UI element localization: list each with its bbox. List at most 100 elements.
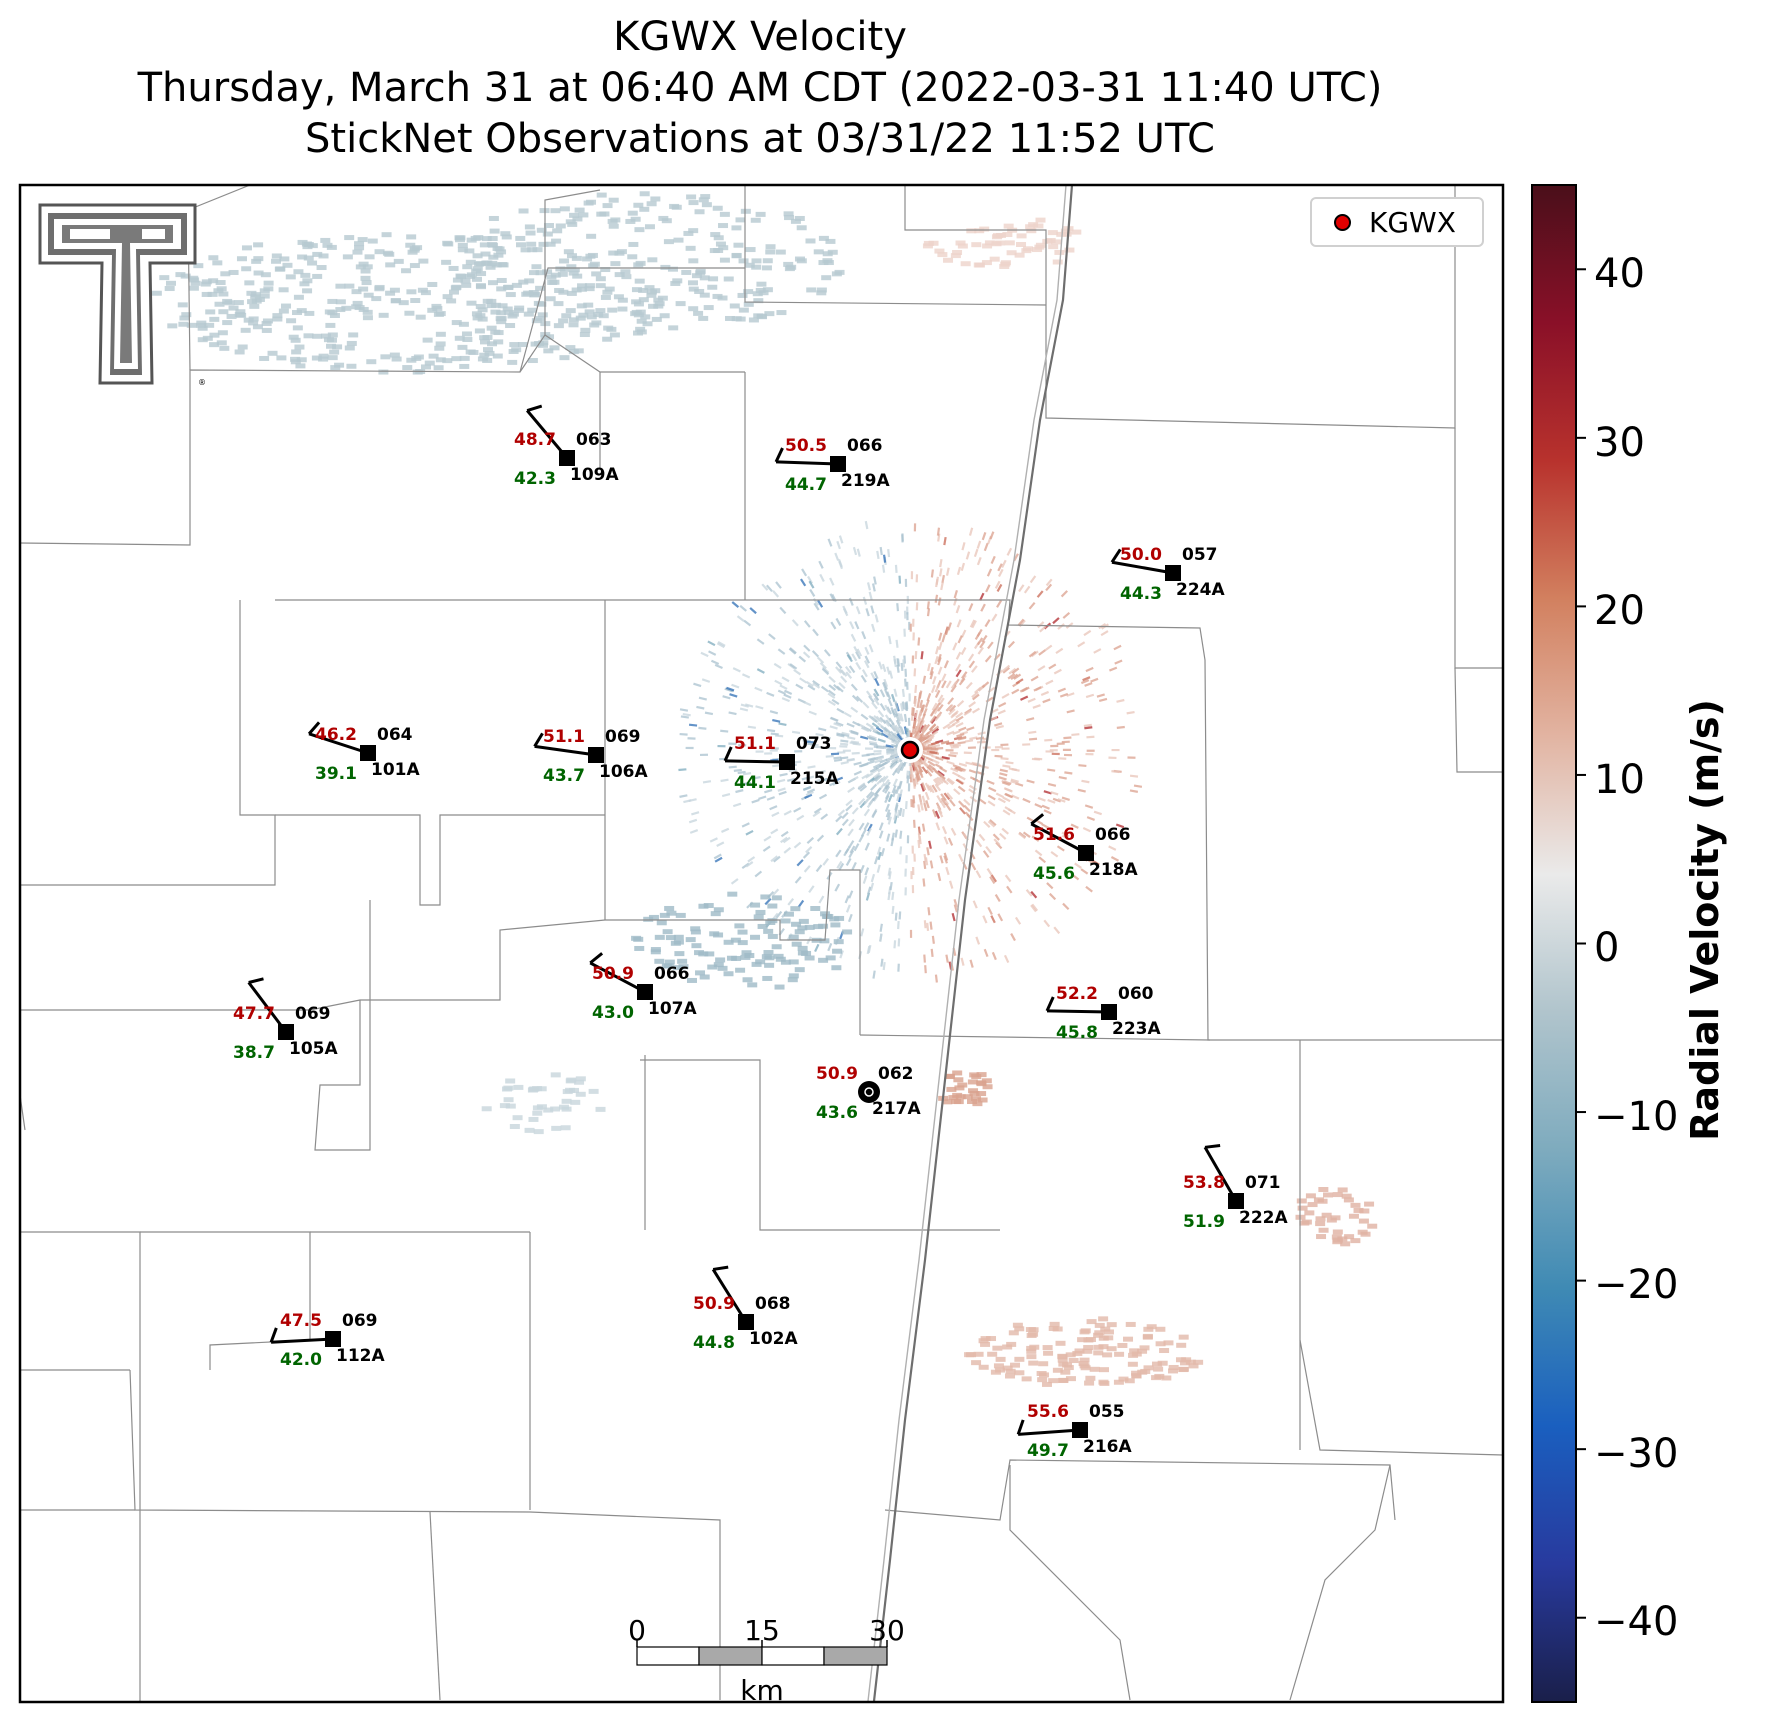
station-id: 216A — [1083, 1437, 1132, 1457]
station-pressure: 066 — [847, 436, 883, 456]
station-temperature: 51.1 — [734, 734, 776, 754]
scale-bar — [636, 1640, 888, 1666]
station-temperature: 50.0 — [1120, 545, 1162, 565]
wind-barb-flag — [269, 1327, 278, 1343]
radar-site-legend-icon — [1334, 213, 1351, 231]
station-pressure: 064 — [377, 725, 413, 745]
station-pressure: 063 — [576, 430, 612, 450]
state-boundary — [867, 185, 1074, 1702]
station-temperature: 47.5 — [280, 1311, 322, 1331]
station-dewpoint: 43.7 — [543, 766, 585, 786]
scale-unit: km — [740, 1674, 784, 1707]
station-temperature: 50.9 — [693, 1294, 735, 1314]
station-temperature: 50.9 — [816, 1064, 858, 1084]
station-pressure: 071 — [1245, 1173, 1281, 1193]
station-plot-224A: 50.0 057 44.3 224A — [1110, 545, 1225, 604]
station-temperature: 50.9 — [592, 964, 634, 984]
station-temperature: 51.6 — [1033, 825, 1075, 845]
station-dewpoint: 49.7 — [1027, 1441, 1069, 1461]
station-plot-215A: 51.1 073 44.1 215A — [723, 734, 839, 793]
wind-barb-shaft — [1111, 560, 1174, 575]
legend-label: KGWX — [1369, 205, 1456, 239]
wind-barb-shaft — [1203, 1146, 1238, 1202]
station-plot-217A: 50.9 062 43.6 217A — [816, 1064, 921, 1123]
colorbar-ticks — [1576, 268, 1586, 1619]
station-marker — [738, 1314, 754, 1330]
station-pressure: 068 — [755, 1294, 791, 1314]
station-id: 107A — [648, 999, 697, 1019]
colorbar-tick: −40 — [1594, 1599, 1679, 1645]
wind-barb-shaft — [308, 732, 369, 755]
station-pressure: 060 — [1118, 984, 1154, 1004]
colorbar-tick: 30 — [1594, 420, 1645, 466]
station-dewpoint: 43.6 — [816, 1103, 858, 1123]
station-id: 223A — [1112, 1019, 1161, 1039]
texas-tech-logo: ® — [38, 203, 206, 387]
title-radar: KGWX Velocity — [613, 14, 907, 60]
station-marker — [1072, 1422, 1088, 1438]
wind-barb-shaft — [1030, 822, 1087, 855]
wind-barb-shaft — [711, 1268, 748, 1323]
wind-barb-flag — [1045, 996, 1055, 1012]
colorbar-tick: −10 — [1594, 1094, 1679, 1140]
station-temperature: 55.6 — [1027, 1402, 1069, 1422]
station-plot-223A: 52.2 060 45.8 223A — [1045, 984, 1161, 1043]
wind-barb-shaft — [589, 961, 646, 994]
station-marker — [779, 754, 795, 770]
wind-barb-flag — [307, 721, 321, 735]
station-marker — [1101, 1004, 1117, 1020]
wind-barb-flag — [774, 447, 784, 463]
station-dewpoint: 38.7 — [233, 1043, 275, 1063]
station-plot-106A: 51.1 069 43.7 106A — [533, 727, 648, 786]
station-plot-105A: 47.7 069 38.7 105A — [233, 977, 338, 1063]
station-dewpoint: 42.3 — [514, 469, 556, 489]
station-temperature: 52.2 — [1056, 984, 1098, 1004]
station-marker — [1165, 565, 1181, 581]
station-pressure: 062 — [878, 1064, 914, 1084]
wind-barb-flag — [248, 977, 264, 984]
title-time: Thursday, March 31 at 06:40 AM CDT (2022… — [137, 65, 1383, 111]
station-dewpoint: 45.8 — [1056, 1023, 1098, 1043]
station-temperature: 48.7 — [514, 430, 556, 450]
wind-barb-shaft — [724, 759, 788, 764]
station-pressure: 069 — [295, 1004, 331, 1024]
wind-barb-shaft — [1046, 1009, 1110, 1014]
station-id: 106A — [599, 762, 648, 782]
colorbar-tick: −20 — [1594, 1262, 1679, 1308]
stations-layer: 48.7 063 42.3 109A 50.5 066 44.7 219A 50.0 057 44.… — [233, 404, 1288, 1461]
station-plot-112A: 47.5 069 42.0 112A — [269, 1311, 385, 1370]
station-id: 217A — [872, 1099, 921, 1119]
station-dewpoint: 43.0 — [592, 1003, 634, 1023]
station-pressure: 057 — [1182, 545, 1218, 565]
colorbar-tick: −30 — [1594, 1431, 1679, 1477]
station-marker — [637, 984, 653, 1000]
wind-barb-flag — [589, 952, 604, 965]
wind-barb-shaft — [271, 1337, 334, 1344]
station-plot-216A: 55.6 055 49.7 216A — [1016, 1402, 1132, 1461]
station-plot-102A: 50.9 068 44.8 102A — [693, 1265, 798, 1353]
station-dewpoint: 45.6 — [1033, 864, 1075, 884]
title-observations: StickNet Observations at 03/31/22 11:52 … — [305, 116, 1215, 162]
radar-site-marker — [897, 737, 923, 763]
scale-tick-label: 15 — [744, 1614, 780, 1647]
station-plot-107A: 50.9 066 43.0 107A — [589, 952, 697, 1023]
wind-barb-flag — [533, 732, 544, 748]
station-id: 218A — [1089, 860, 1138, 880]
station-marker — [830, 456, 846, 472]
scale-tick-label: 30 — [869, 1614, 905, 1647]
station-pressure: 066 — [654, 964, 690, 984]
station-dewpoint: 39.1 — [315, 764, 357, 784]
station-dewpoint: 42.0 — [280, 1350, 322, 1370]
station-plot-222A: 53.8 071 51.9 222A — [1183, 1144, 1288, 1232]
wind-barb-shaft — [775, 460, 839, 466]
wind-barb-flag — [1110, 548, 1122, 564]
station-id: 215A — [790, 769, 839, 789]
station-plot-219A: 50.5 066 44.7 219A — [774, 436, 890, 495]
station-id: 224A — [1176, 580, 1225, 600]
wind-barb-flag — [712, 1265, 729, 1271]
station-plot-109A: 48.7 063 42.3 109A — [514, 404, 619, 489]
station-temperature: 51.1 — [543, 727, 585, 747]
station-plot-101A: 46.2 064 39.1 101A — [307, 721, 420, 784]
station-id: 109A — [570, 465, 619, 485]
